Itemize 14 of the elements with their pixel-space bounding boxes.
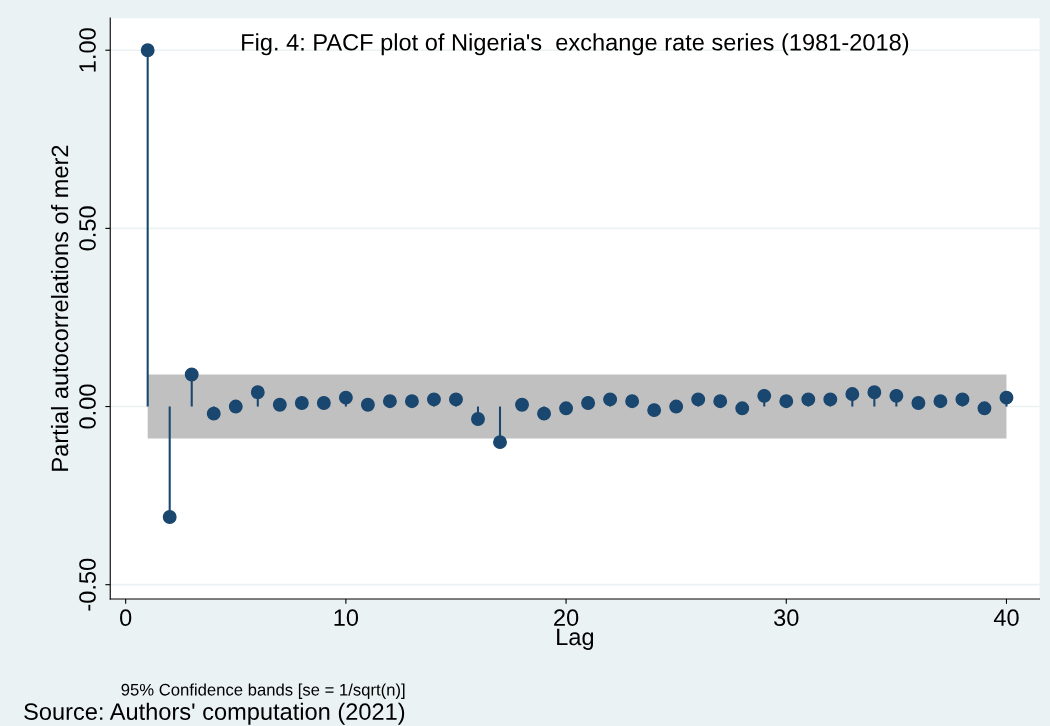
x-axis-title: Lag — [557, 628, 594, 650]
y-tick-label: -0.50 — [79, 558, 96, 611]
x-tick-label: 30 — [774, 609, 799, 627]
x-tick-label: 40 — [993, 609, 1019, 627]
y-tick-label: 0.50 — [79, 206, 96, 251]
x-tick-label: 20 — [554, 609, 579, 627]
y-tick-label: 0.00 — [79, 384, 96, 429]
text: Fig. 4: PACF plot of Nigeria's exchange rate series (1981-2018) — [242, 33, 909, 56]
source-note: Source: Authors' computation (2021) — [24, 702, 405, 725]
y-tick-label: 1.00 — [79, 28, 96, 72]
x-tick-label: 10 — [334, 609, 359, 627]
text: 95% Confidence bands [se = 1/sqrt(n)] — [121, 683, 405, 699]
y-axis-title: Partial autocorrelations of mer2 — [50, 145, 69, 471]
x-tick-label: 0 — [120, 609, 132, 627]
